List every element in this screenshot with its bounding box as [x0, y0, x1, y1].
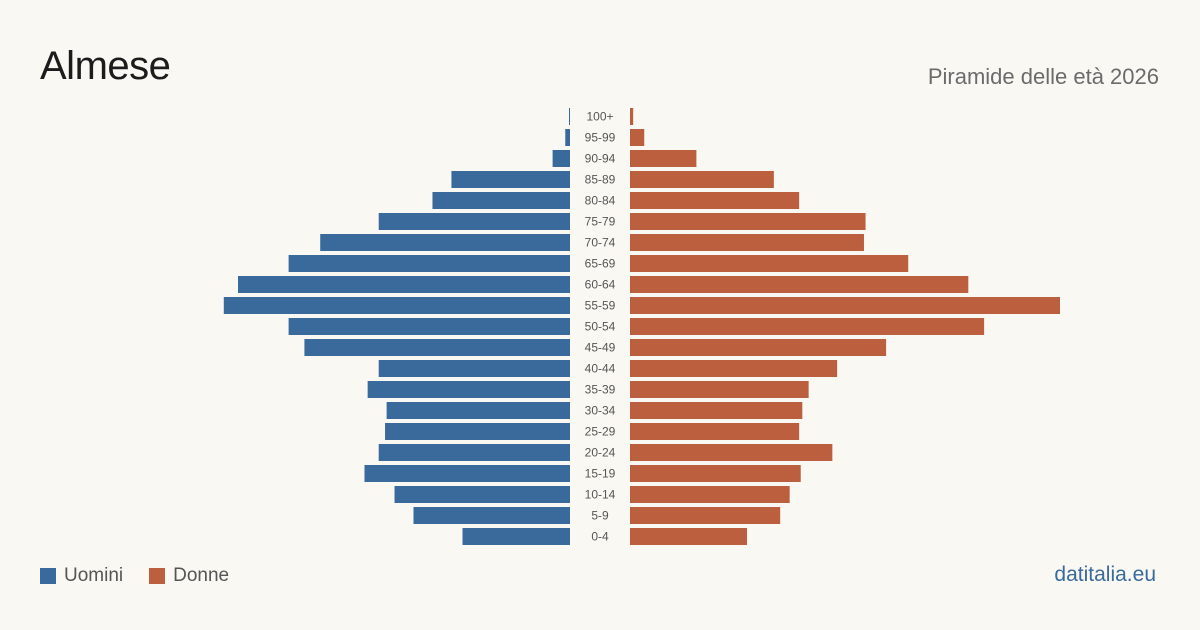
- bar-men-95-99: [565, 129, 570, 146]
- age-label-35-39: 35-39: [585, 383, 616, 397]
- bar-women-10-14: [630, 486, 790, 503]
- bar-women-95-99: [630, 129, 645, 146]
- bar-men-10-14: [394, 486, 570, 503]
- bar-men-80-84: [432, 192, 570, 209]
- bar-men-40-44: [378, 360, 570, 377]
- bar-women-25-29: [630, 423, 800, 440]
- age-label-25-29: 25-29: [585, 425, 616, 439]
- bar-women-30-34: [630, 402, 803, 419]
- age-label-85-89: 85-89: [585, 173, 616, 187]
- age-label-15-19: 15-19: [585, 467, 616, 481]
- age-label-20-24: 20-24: [585, 446, 616, 460]
- bar-men-0-4: [462, 528, 570, 545]
- bar-men-100+: [569, 108, 570, 125]
- legend-label-women: Donne: [173, 565, 230, 586]
- bar-men-65-69: [288, 255, 570, 272]
- bar-women-75-79: [630, 213, 866, 230]
- page-title: Almese: [40, 44, 171, 88]
- brand-link[interactable]: datitalia.eu: [1054, 563, 1156, 586]
- bar-women-100+: [630, 108, 634, 125]
- bar-men-55-59: [223, 297, 571, 314]
- age-label-100+: 100+: [586, 110, 613, 124]
- age-label-50-54: 50-54: [585, 320, 616, 334]
- age-label-70-74: 70-74: [585, 236, 616, 250]
- bar-women-60-64: [630, 276, 969, 293]
- bar-men-75-79: [378, 213, 570, 230]
- age-label-5-9: 5-9: [591, 509, 609, 523]
- bar-women-15-19: [630, 465, 801, 482]
- bar-men-60-64: [238, 276, 570, 293]
- legend-swatch-women: [149, 568, 166, 584]
- age-label-45-49: 45-49: [585, 341, 616, 355]
- bar-men-35-39: [367, 381, 570, 398]
- age-label-90-94: 90-94: [585, 152, 616, 166]
- age-label-65-69: 65-69: [585, 257, 616, 271]
- bar-men-20-24: [378, 444, 570, 461]
- bar-women-40-44: [630, 360, 838, 377]
- legend-swatch-men: [40, 568, 56, 584]
- legend: Uomini Donne: [40, 565, 255, 587]
- age-label-30-34: 30-34: [585, 404, 616, 418]
- legend-label-men: Uomini: [64, 565, 124, 586]
- bar-men-70-74: [320, 234, 570, 251]
- bar-women-85-89: [630, 171, 774, 188]
- bar-women-80-84: [630, 192, 800, 209]
- age-label-80-84: 80-84: [585, 194, 616, 208]
- bar-women-5-9: [630, 507, 781, 524]
- age-label-95-99: 95-99: [585, 131, 616, 145]
- age-label-55-59: 55-59: [585, 299, 616, 313]
- age-label-0-4: 0-4: [591, 530, 609, 544]
- bar-men-85-89: [451, 171, 570, 188]
- bar-women-55-59: [630, 297, 1060, 314]
- bar-men-90-94: [552, 150, 570, 167]
- age-label-10-14: 10-14: [585, 488, 616, 502]
- bar-women-50-54: [630, 318, 985, 335]
- chart-subtitle: Piramide delle età 2026: [927, 64, 1159, 89]
- bar-men-15-19: [364, 465, 570, 482]
- legend-item-women: Donne: [149, 565, 229, 587]
- bar-men-25-29: [385, 423, 570, 440]
- bar-women-45-49: [630, 339, 887, 356]
- age-label-75-79: 75-79: [585, 215, 616, 229]
- bar-women-0-4: [630, 528, 747, 545]
- bar-women-65-69: [630, 255, 909, 272]
- bar-women-20-24: [630, 444, 833, 461]
- bar-men-5-9: [413, 507, 570, 524]
- bar-women-70-74: [630, 234, 864, 251]
- age-label-40-44: 40-44: [585, 362, 616, 376]
- bar-men-50-54: [288, 318, 570, 335]
- age-label-60-64: 60-64: [585, 278, 616, 292]
- bar-women-35-39: [630, 381, 809, 398]
- bar-men-30-34: [386, 402, 570, 419]
- bar-women-90-94: [630, 150, 697, 167]
- legend-item-men: Uomini: [40, 565, 123, 587]
- bar-men-45-49: [304, 339, 570, 356]
